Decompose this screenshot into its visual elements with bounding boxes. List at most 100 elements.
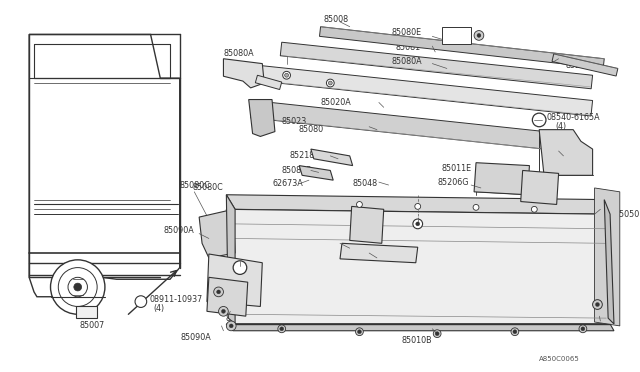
- Text: 21476A: 21476A: [379, 224, 410, 233]
- Polygon shape: [311, 149, 353, 166]
- Text: 85020A: 85020A: [296, 255, 327, 264]
- Polygon shape: [349, 206, 384, 243]
- Circle shape: [74, 283, 82, 291]
- Polygon shape: [319, 27, 604, 68]
- Text: 85206G: 85206G: [225, 314, 257, 323]
- Circle shape: [595, 302, 600, 307]
- Circle shape: [358, 330, 362, 334]
- Circle shape: [415, 203, 420, 209]
- Text: S: S: [537, 117, 541, 123]
- Circle shape: [413, 219, 422, 229]
- Text: A850C0065: A850C0065: [539, 356, 580, 362]
- Text: 85080E: 85080E: [392, 28, 422, 37]
- Circle shape: [280, 327, 284, 331]
- Text: 85081: 85081: [396, 42, 420, 52]
- Text: 08911-10937: 08911-10937: [150, 295, 203, 304]
- Text: 85090A: 85090A: [180, 333, 211, 342]
- Circle shape: [51, 260, 105, 314]
- Circle shape: [233, 261, 247, 275]
- Text: 85220: 85220: [565, 150, 591, 158]
- Text: 85237: 85237: [565, 61, 591, 70]
- Polygon shape: [300, 166, 333, 180]
- Polygon shape: [227, 195, 610, 214]
- Text: 85048: 85048: [353, 179, 378, 187]
- Polygon shape: [259, 65, 593, 116]
- Text: 08513-6165C: 08513-6165C: [250, 261, 303, 270]
- Circle shape: [433, 330, 441, 337]
- Circle shape: [68, 277, 88, 297]
- Text: 85007: 85007: [79, 321, 105, 330]
- Text: 85008: 85008: [323, 15, 349, 25]
- Circle shape: [435, 332, 439, 336]
- Circle shape: [579, 325, 587, 333]
- Circle shape: [214, 287, 223, 297]
- Polygon shape: [340, 243, 418, 263]
- Circle shape: [328, 81, 332, 85]
- Circle shape: [135, 296, 147, 307]
- Circle shape: [513, 330, 517, 334]
- Circle shape: [278, 325, 285, 333]
- FancyBboxPatch shape: [442, 27, 471, 44]
- Text: 85218: 85218: [289, 151, 315, 160]
- Text: 85810B: 85810B: [289, 242, 320, 251]
- Text: 62673A: 62673A: [272, 179, 303, 187]
- Circle shape: [473, 205, 479, 210]
- Text: 08540-6165A: 08540-6165A: [547, 112, 600, 122]
- Circle shape: [356, 202, 362, 207]
- Text: (4): (4): [556, 122, 567, 131]
- Polygon shape: [604, 200, 614, 324]
- Text: 85814P: 85814P: [566, 292, 596, 301]
- Polygon shape: [474, 163, 529, 195]
- Polygon shape: [199, 209, 235, 258]
- Circle shape: [581, 327, 585, 331]
- Circle shape: [511, 328, 519, 336]
- Text: 85090A: 85090A: [567, 310, 598, 319]
- Text: 85020A: 85020A: [321, 98, 351, 107]
- Circle shape: [326, 79, 334, 87]
- Circle shape: [283, 71, 291, 79]
- Polygon shape: [251, 100, 563, 151]
- Polygon shape: [552, 54, 618, 76]
- Text: S: S: [238, 264, 242, 270]
- Circle shape: [356, 328, 364, 336]
- Polygon shape: [595, 188, 620, 326]
- Text: 85010B: 85010B: [401, 336, 432, 345]
- Text: (6): (6): [260, 271, 271, 280]
- Circle shape: [229, 324, 233, 328]
- Polygon shape: [227, 209, 610, 324]
- Circle shape: [477, 33, 481, 37]
- Text: N: N: [138, 299, 143, 304]
- Polygon shape: [521, 170, 559, 205]
- Text: 85080: 85080: [298, 125, 323, 134]
- Polygon shape: [539, 130, 593, 175]
- Polygon shape: [227, 324, 614, 331]
- Text: 85080C: 85080C: [180, 180, 211, 189]
- Text: 85080C: 85080C: [193, 183, 223, 192]
- FancyBboxPatch shape: [76, 307, 97, 318]
- Circle shape: [531, 206, 537, 212]
- Polygon shape: [255, 75, 282, 90]
- Polygon shape: [227, 195, 235, 324]
- Polygon shape: [223, 59, 264, 88]
- Text: 85050: 85050: [615, 210, 640, 219]
- Text: 85080F: 85080F: [282, 166, 311, 175]
- Text: 85206G: 85206G: [437, 177, 468, 187]
- Text: 85011E: 85011E: [441, 164, 471, 173]
- Text: 85023: 85023: [282, 118, 307, 126]
- Text: (4): (4): [154, 304, 164, 313]
- Text: 85207 (LH): 85207 (LH): [227, 297, 271, 306]
- Text: 85080A: 85080A: [223, 49, 254, 58]
- Circle shape: [474, 31, 484, 40]
- Circle shape: [58, 267, 97, 307]
- Polygon shape: [207, 254, 262, 307]
- Circle shape: [416, 222, 420, 226]
- Circle shape: [221, 310, 225, 313]
- Polygon shape: [29, 35, 180, 297]
- Polygon shape: [207, 277, 248, 316]
- Circle shape: [227, 321, 236, 331]
- Circle shape: [532, 113, 546, 127]
- Circle shape: [593, 300, 602, 310]
- Text: 85090A: 85090A: [163, 226, 194, 235]
- Polygon shape: [280, 42, 593, 89]
- Circle shape: [219, 307, 228, 316]
